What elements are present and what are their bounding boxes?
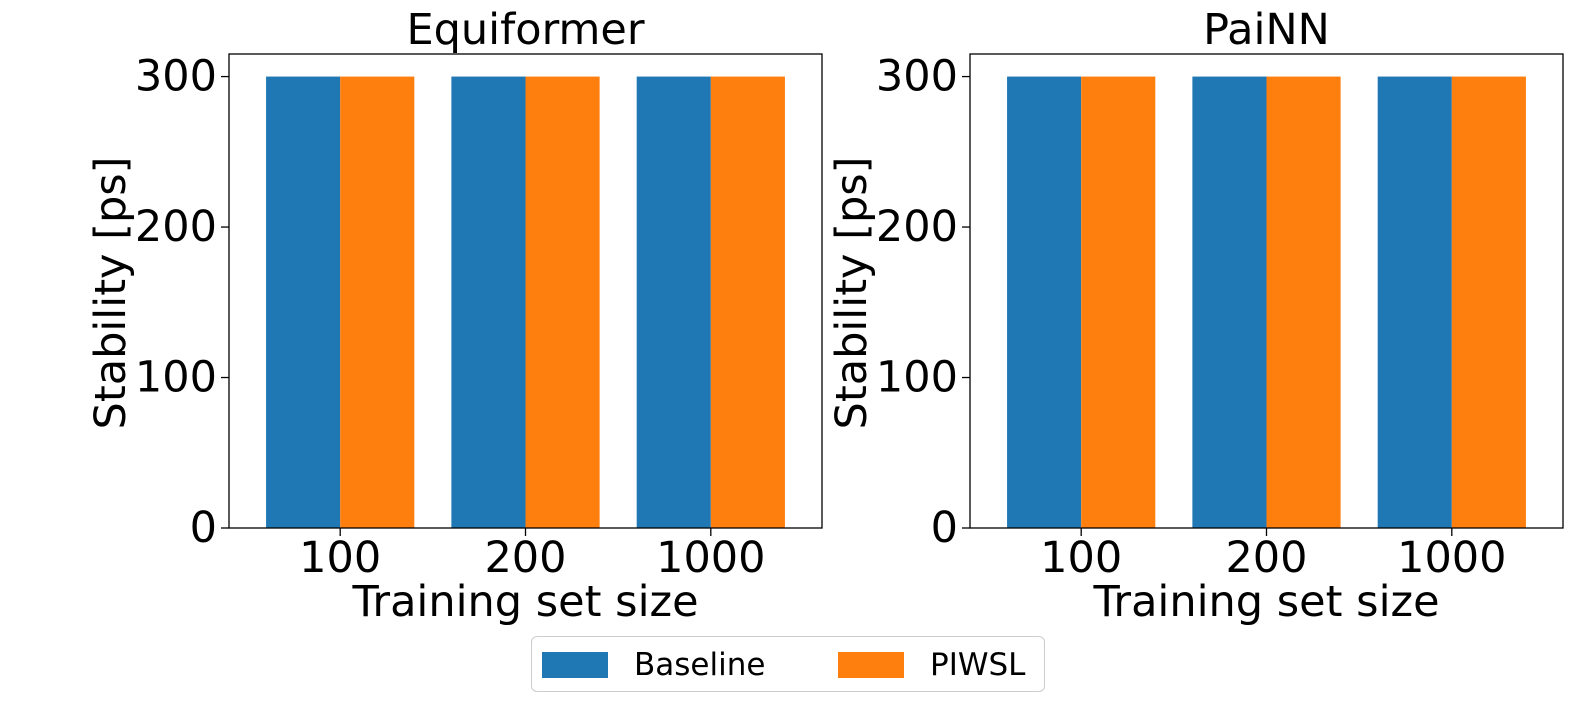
bar-piwsl-200 xyxy=(1266,76,1341,529)
legend-swatch-baseline xyxy=(542,652,608,678)
y-tick-label: 300 xyxy=(876,52,958,102)
legend-swatch-piwsl xyxy=(838,652,904,678)
bar-baseline-200 xyxy=(451,76,526,529)
chart-panel-equiformer: 0 100 200 300 100 200 1000 Equiformer Training s… xyxy=(86,5,823,627)
x-tick-label: 200 xyxy=(484,533,566,583)
y-tick-label: 200 xyxy=(876,202,958,252)
y-tick-label: 200 xyxy=(135,202,217,252)
x-axis-label: Training set size xyxy=(351,577,698,627)
y-tick-label: 0 xyxy=(190,503,217,553)
x-tick-label: 1000 xyxy=(1397,533,1506,583)
bar-baseline-100 xyxy=(266,76,341,529)
chart-title: PaiNN xyxy=(1203,5,1330,55)
x-tick-label: 1000 xyxy=(656,533,765,583)
y-tick-label: 0 xyxy=(931,503,958,553)
bar-baseline-1000 xyxy=(636,76,711,529)
y-axis-label: Stability [ps] xyxy=(827,157,877,430)
bar-piwsl-200 xyxy=(525,76,600,529)
x-axis-label: Training set size xyxy=(1092,577,1439,627)
bar-piwsl-1000 xyxy=(710,76,785,529)
x-tick-label: 100 xyxy=(1040,533,1122,583)
bar-piwsl-100 xyxy=(340,76,415,529)
legend-item-piwsl: PIWSL xyxy=(838,637,1025,693)
bar-piwsl-100 xyxy=(1081,76,1156,529)
y-tick-label: 100 xyxy=(876,353,958,403)
legend-label-piwsl: PIWSL xyxy=(930,647,1026,683)
bar-piwsl-1000 xyxy=(1451,76,1526,529)
chart-panel-painn: 0 100 200 300 100 200 1000 PaiNN Training set si… xyxy=(827,5,1564,627)
bar-baseline-100 xyxy=(1007,76,1082,529)
bar-baseline-1000 xyxy=(1377,76,1452,529)
y-tick-label: 300 xyxy=(135,52,217,102)
x-tick-label: 100 xyxy=(299,533,381,583)
legend: Baseline PIWSL xyxy=(531,636,1045,692)
y-tick-label: 100 xyxy=(135,353,217,403)
chart-title: Equiformer xyxy=(406,5,644,55)
legend-label-baseline: Baseline xyxy=(634,647,766,683)
legend-item-baseline: Baseline xyxy=(542,637,765,693)
y-axis-label: Stability [ps] xyxy=(86,157,136,430)
x-tick-label: 200 xyxy=(1225,533,1307,583)
bar-baseline-200 xyxy=(1192,76,1267,529)
